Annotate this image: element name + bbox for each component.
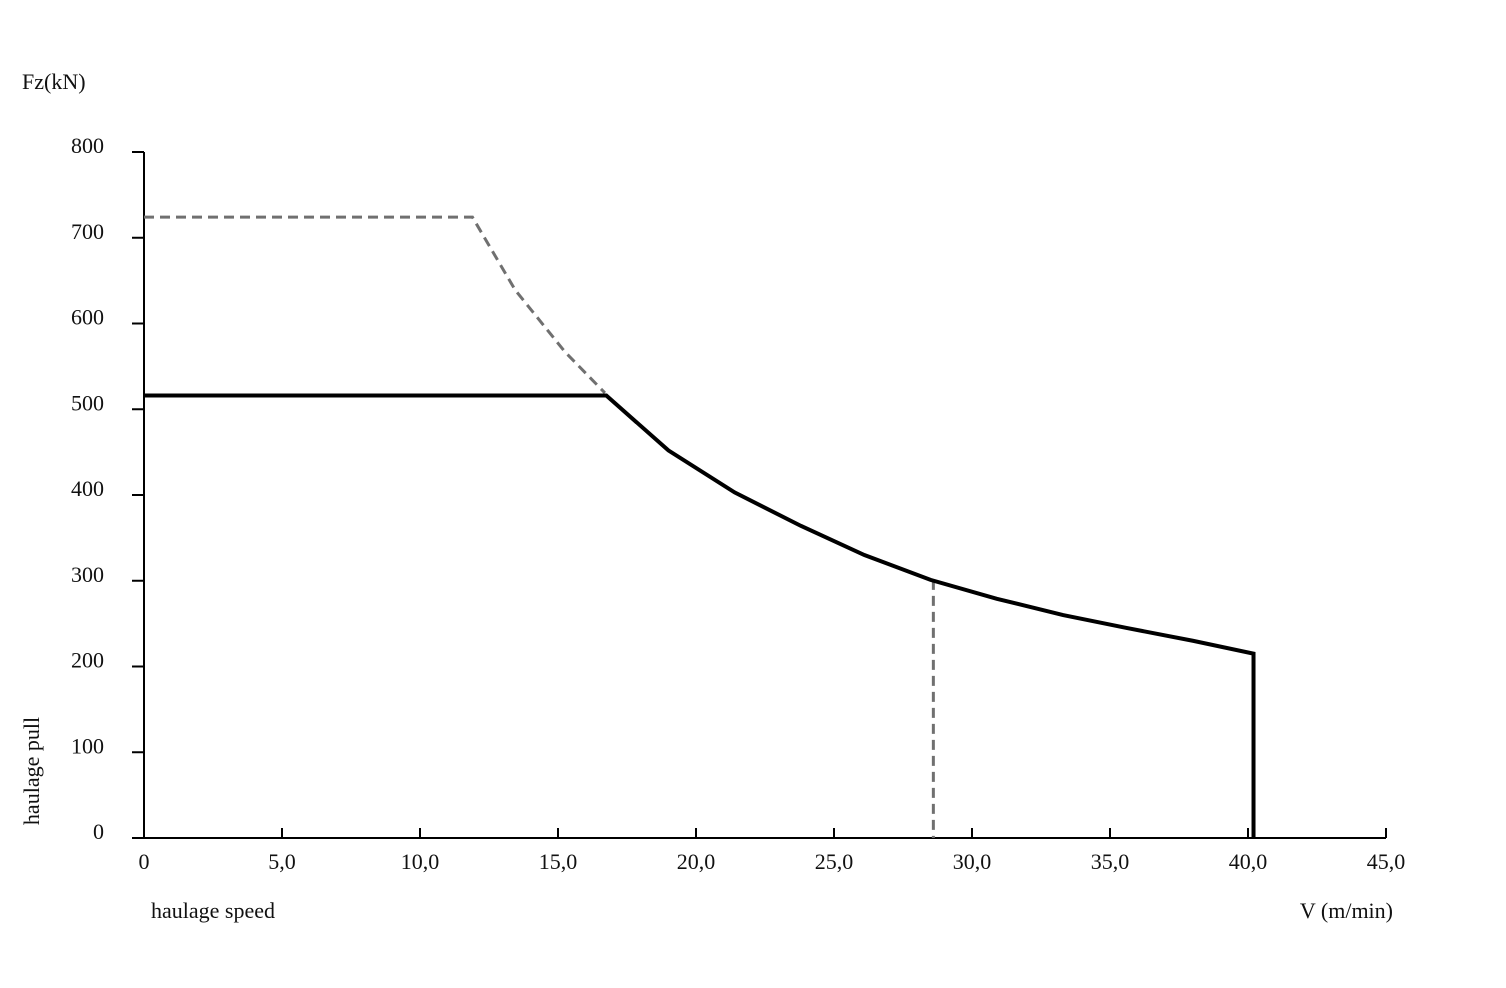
x-tick-label: 25,0: [815, 849, 854, 874]
y-tick-label: 300: [71, 562, 104, 587]
y-tick-label: 600: [71, 305, 104, 330]
series-line: [144, 393, 1256, 838]
x-tick-label: 15,0: [539, 849, 578, 874]
x-tick-label: 45,0: [1367, 849, 1406, 874]
y-tick-label: 400: [71, 476, 104, 501]
y-unit-label: Fz(kN): [22, 69, 86, 94]
y-tick-label: 500: [71, 390, 104, 415]
x-tick-label: 5,0: [268, 849, 296, 874]
y-tick-label: 800: [71, 133, 104, 158]
x-tick-label: 30,0: [953, 849, 992, 874]
x-tick-label: 0: [139, 849, 150, 874]
y-axis-label: haulage pull: [19, 717, 44, 825]
x-tick-label: 40,0: [1229, 849, 1268, 874]
y-tick-label: 200: [71, 648, 104, 673]
x-tick-label: 10,0: [401, 849, 440, 874]
x-unit-label: V (m/min): [1300, 898, 1393, 923]
y-tick-label: 700: [71, 219, 104, 244]
y-tick-label: 100: [71, 733, 104, 758]
x-axis-label: haulage speed: [151, 898, 275, 923]
x-tick-label: 35,0: [1091, 849, 1130, 874]
series-line: [144, 215, 606, 395]
y-tick-label: 0: [93, 819, 104, 844]
x-tick-label: 20,0: [677, 849, 716, 874]
